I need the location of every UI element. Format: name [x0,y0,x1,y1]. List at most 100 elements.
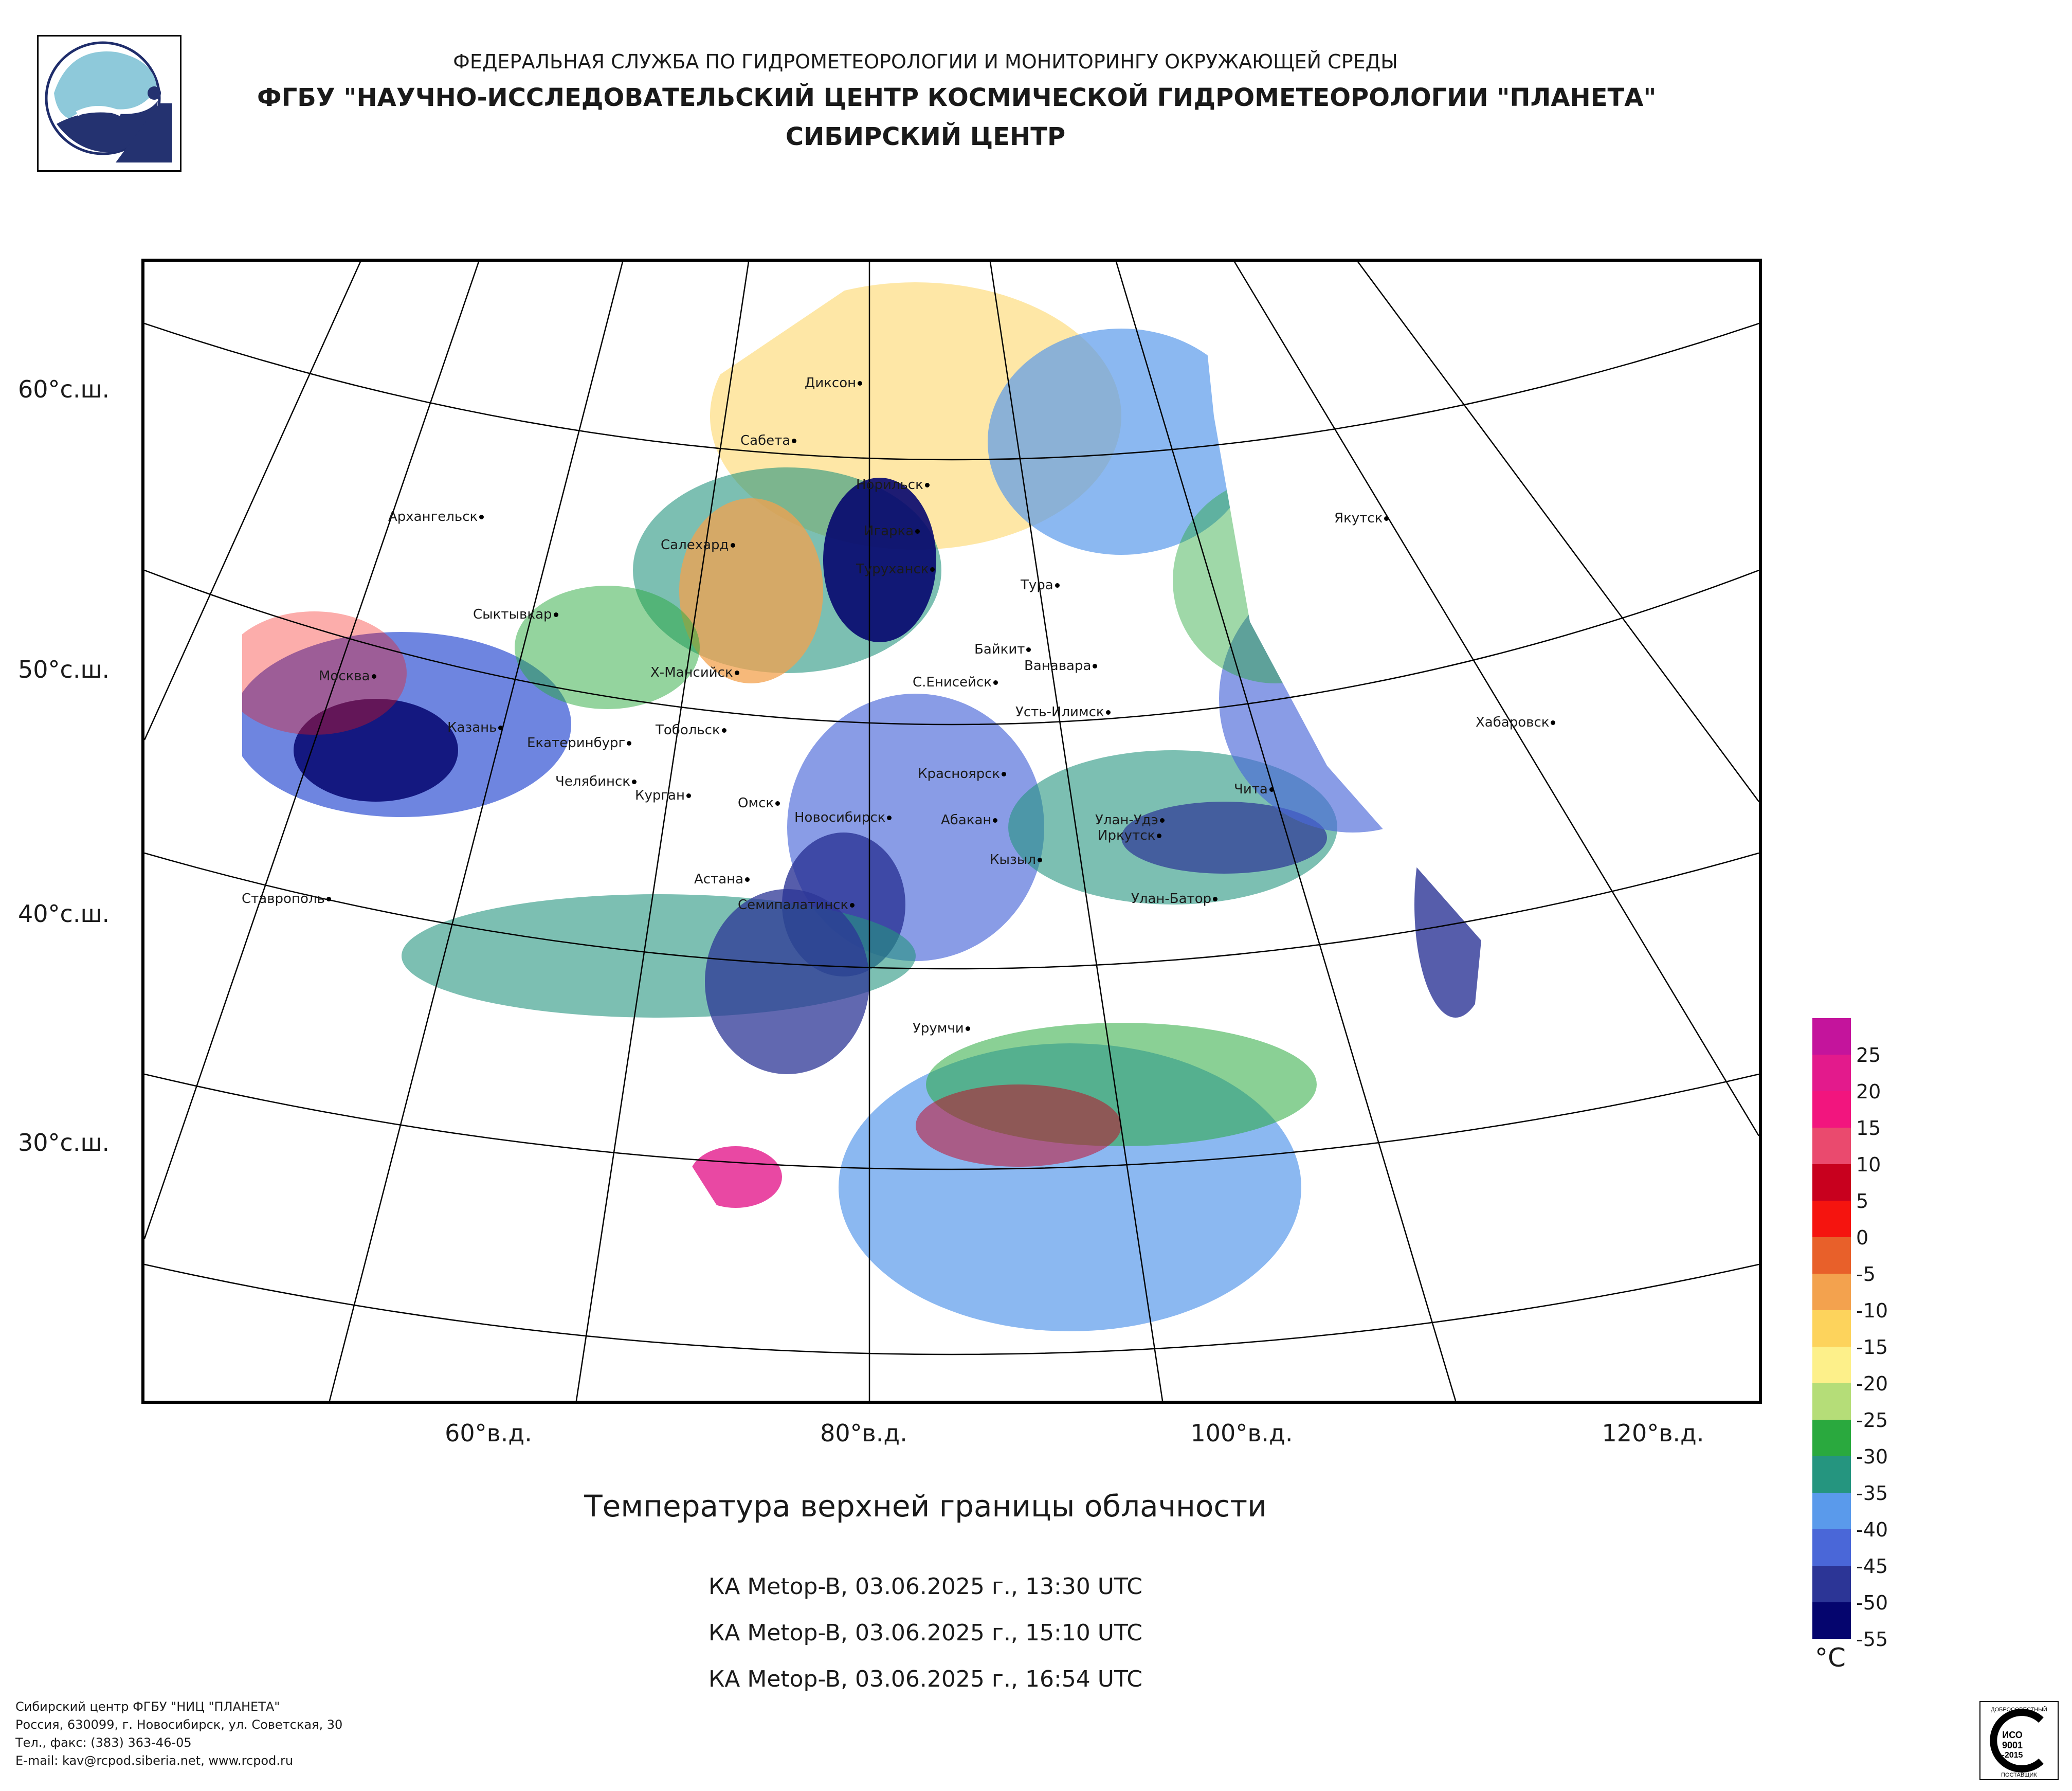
city-label: Новосибирск [794,810,892,825]
satellite-pass-3: КА Metop-B, 03.06.2025 г., 16:54 UTC [708,1666,1142,1692]
scale-swatch [1812,1310,1851,1347]
footer-org: Сибирский центр ФГБУ "НИЦ "ПЛАНЕТА" [15,1699,280,1714]
scale-label: -5 [1856,1263,1876,1286]
city-label: Красноярск [918,766,1007,782]
footer-contacts: E-mail: kav@rcpod.siberia.net, www.rcpod… [15,1753,294,1768]
scale-unit: °C [1815,1643,1846,1673]
scale-label: 10 [1856,1153,1881,1176]
city-label: Астана [694,872,750,887]
svg-text:9001: 9001 [2002,1740,2023,1750]
city-label: Тобольск [656,722,726,738]
scale-label: -55 [1856,1628,1888,1651]
city-label: Ванавара [1024,658,1098,674]
city-label: Екатеринбург [527,735,632,751]
city-label: Тура [1021,577,1060,593]
city-label: Казань [447,720,503,735]
city-label: Х-Мансийск [650,665,739,680]
scale-swatch [1812,1420,1851,1456]
city-label: Иркутск [1098,828,1162,843]
planeta-logo-emblem-icon [45,41,172,162]
city-label: Курган [635,788,691,803]
city-label: Семипалатинск [738,897,855,913]
scale-swatch [1812,1128,1851,1164]
lat-label-50: 50°с.ш. [18,656,110,683]
footer-address: Россия, 630099, г. Новосибирск, ул. Сове… [15,1717,343,1732]
city-label: Норильск [856,477,930,493]
city-label: Чита [1234,782,1274,797]
scale-swatch [1812,1018,1851,1055]
svg-text:ИСО: ИСО [2002,1730,2023,1740]
lon-label-80: 80°в.д. [820,1419,907,1447]
scale-swatch [1812,1456,1851,1493]
footer-phone: Тел., факс: (383) 363-46-05 [15,1735,192,1750]
city-label: Сыктывкар [473,607,558,622]
header-line-2: ФГБУ "НАУЧНО-ИССЛЕДОВАТЕЛЬСКИЙ ЦЕНТР КОС… [257,83,1657,112]
scale-label: -15 [1856,1336,1888,1359]
city-label: Байкит [974,642,1031,657]
scale-swatch [1812,1164,1851,1201]
header-line-1: ФЕДЕРАЛЬНАЯ СЛУЖБА ПО ГИДРОМЕТЕОРОЛОГИИ … [453,50,1398,73]
scale-swatch [1812,1529,1851,1566]
lat-label-60: 60°с.ш. [18,375,110,403]
map-title: Температура верхней границы облачности [584,1489,1267,1524]
satellite-pass-2: КА Metop-B, 03.06.2025 г., 15:10 UTC [708,1620,1142,1646]
city-label: Абакан [941,812,998,828]
city-label: С.Енисейск [913,675,998,690]
graticule [144,262,1759,1401]
city-label: Якутск [1334,511,1389,526]
cloud-top-temperature-map [141,259,1762,1404]
city-label: Улан-Удэ [1095,812,1165,828]
svg-text:ПОСТАВЩИК: ПОСТАВЩИК [2001,1772,2037,1778]
scale-swatch [1812,1274,1851,1310]
city-label: Диксон [805,375,863,391]
lat-label-30: 30°с.ш. [18,1129,110,1156]
scale-label: -10 [1856,1299,1888,1322]
scale-label: 0 [1856,1226,1869,1249]
header-line-3: СИБИРСКИЙ ЦЕНТР [785,122,1066,151]
scale-swatch [1812,1383,1851,1420]
city-label: Челябинск [555,774,637,789]
scale-swatch [1812,1201,1851,1237]
lon-label-120: 120°в.д. [1602,1419,1704,1447]
city-label: Ставрополь [242,891,331,907]
scale-label: 5 [1856,1190,1869,1213]
scale-label: -50 [1856,1591,1888,1614]
scale-label: -35 [1856,1482,1888,1505]
scale-swatch [1812,1347,1851,1383]
iso-certification-badge: ДОБРОСОВЕСТНЫЙ ИСО 9001 -2015 ПОСТАВЩИК [1979,1701,2059,1780]
scale-label: 15 [1856,1117,1881,1139]
city-label: Игарка [864,523,920,539]
city-label: Улан-Батор [1131,891,1218,907]
city-label: Кызыл [990,852,1042,867]
scale-swatch [1812,1602,1851,1639]
lon-label-100: 100°в.д. [1190,1419,1293,1447]
scale-label: -25 [1856,1409,1888,1432]
city-label: Хабаровск [1476,715,1556,730]
city-label: Салехард [661,537,735,553]
svg-text:-2015: -2015 [2002,1751,2023,1760]
scale-label: -30 [1856,1445,1888,1468]
scale-swatch [1812,1091,1851,1128]
map-canvas [144,262,1759,1401]
city-label: Архангельск [388,509,484,524]
lon-label-60: 60°в.д. [445,1419,532,1447]
scale-label: 20 [1856,1080,1881,1103]
satellite-pass-1: КА Metop-B, 03.06.2025 г., 13:30 UTC [708,1573,1142,1600]
scale-swatch [1812,1493,1851,1529]
city-label: Сабета [740,433,797,448]
city-label: Омск [738,795,780,811]
scale-label: 25 [1856,1044,1881,1066]
scale-label: -40 [1856,1518,1888,1541]
temperature-color-scale [1812,1018,1851,1639]
city-label: Москва [319,668,376,684]
cloud-imagery [242,267,1481,1401]
planeta-logo [37,35,181,172]
scale-swatch [1812,1237,1851,1274]
scale-label: -45 [1856,1555,1888,1578]
lat-label-40: 40°с.ш. [18,900,110,928]
scale-swatch [1812,1566,1851,1602]
city-label: Туруханск [856,562,935,577]
city-label: Усть-Илимск [1015,704,1111,720]
scale-label: -20 [1856,1372,1888,1395]
city-label: Урумчи [913,1021,970,1036]
